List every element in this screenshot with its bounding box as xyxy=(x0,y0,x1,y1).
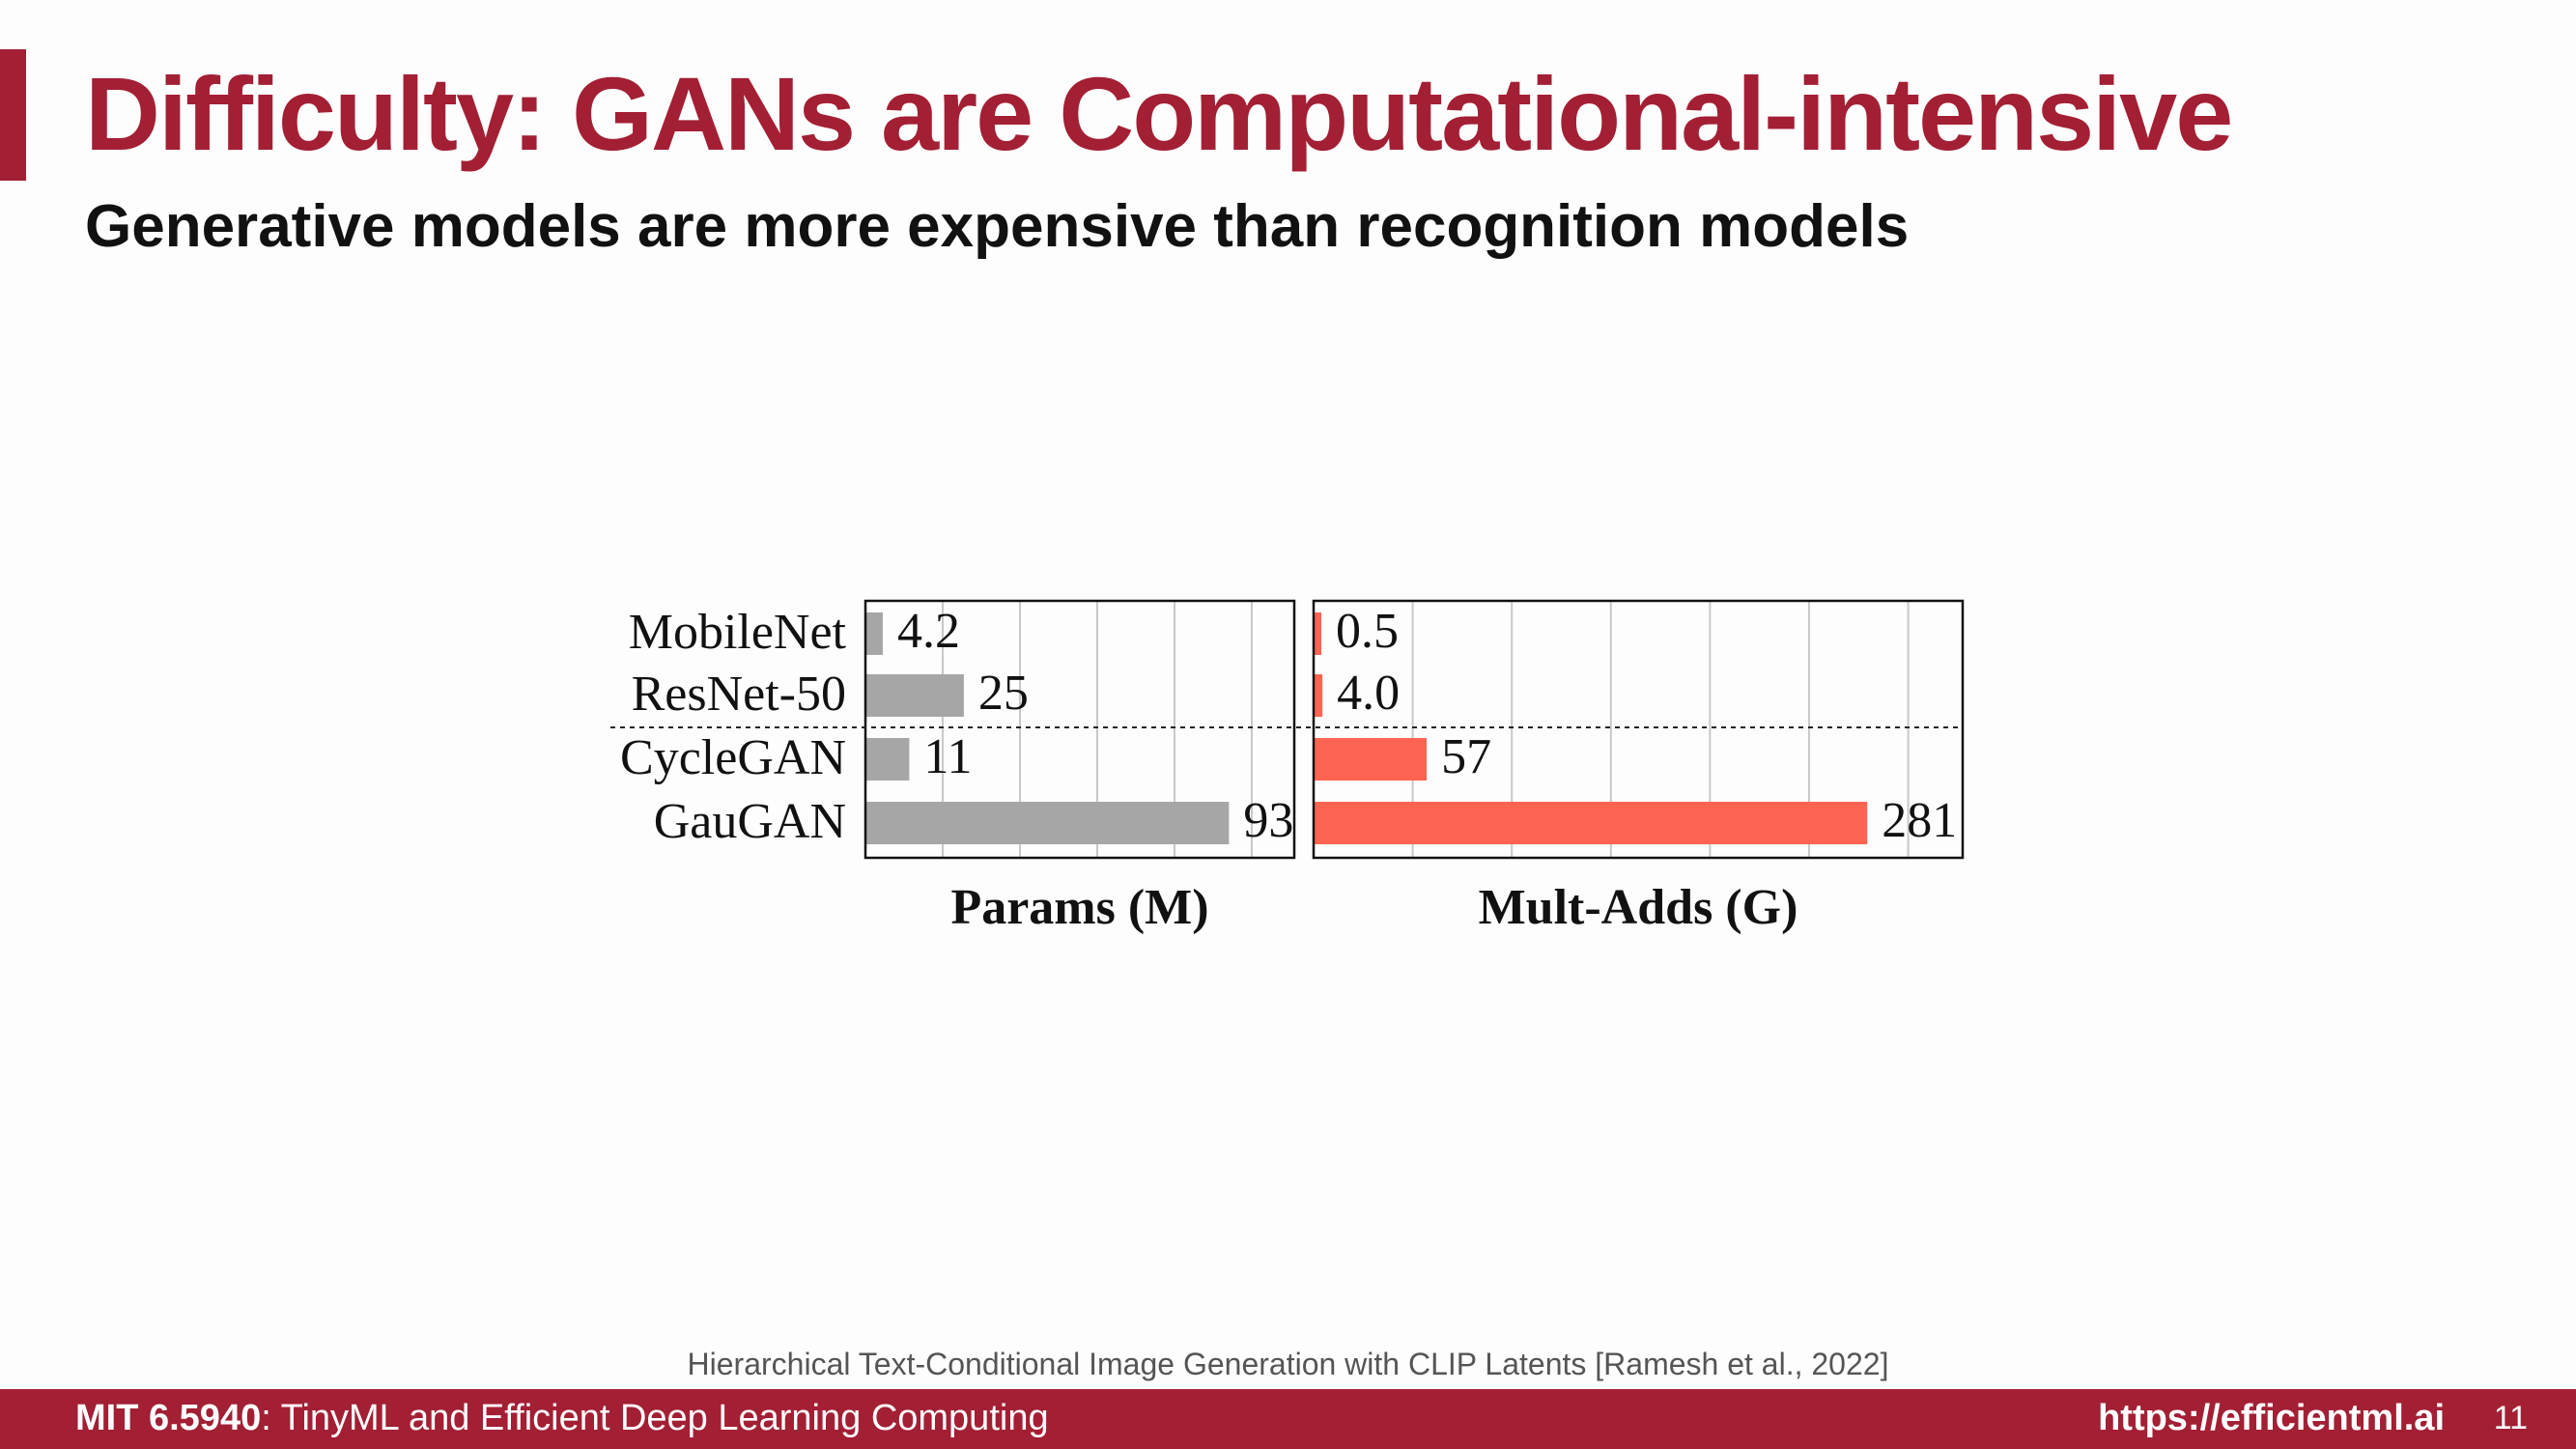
course-number: MIT 6.5940 xyxy=(75,1398,262,1438)
title-accent-bar xyxy=(0,49,26,181)
multadds-value-label-resnet-50: 4.0 xyxy=(1337,666,1400,721)
params-bar-mobilenet xyxy=(866,612,883,655)
params-bar-resnet-50 xyxy=(866,674,964,717)
multadds-value-label-cyclegan: 57 xyxy=(1441,729,1491,784)
multadds-value-label-mobilenet: 0.5 xyxy=(1336,604,1399,659)
footer-url-link[interactable]: https://efficientml.ai xyxy=(2098,1398,2445,1438)
course-title: : TinyML and Efficient Deep Learning Com… xyxy=(261,1398,1049,1438)
slide-subtitle: Generative models are more expensive tha… xyxy=(85,193,1910,260)
footer-course: MIT 6.5940: TinyML and Efficient Deep Le… xyxy=(75,1398,1049,1439)
slide-title: Difficulty: GANs are Computational-inten… xyxy=(85,55,2233,172)
params-panel-frame xyxy=(863,599,1296,860)
multadds-value-label-gaugan: 281 xyxy=(1882,793,1957,848)
params-bar-gaugan xyxy=(866,802,1230,844)
multadds-bar-gaugan xyxy=(1315,802,1868,844)
page-number: 11 xyxy=(2493,1400,2528,1436)
params-value-label-resnet-50: 25 xyxy=(978,666,1029,721)
footer-bar: MIT 6.5940: TinyML and Efficient Deep Le… xyxy=(0,1389,2576,1449)
citation: Hierarchical Text-Conditional Image Gene… xyxy=(687,1347,1889,1381)
category-label-cyclegan: CycleGAN xyxy=(620,730,846,785)
category-label-gaugan: GauGAN xyxy=(654,794,846,849)
category-label-mobilenet: MobileNet xyxy=(629,605,847,660)
params-value-label-cyclegan: 11 xyxy=(923,729,972,784)
params-value-label-gaugan: 93 xyxy=(1243,793,1293,848)
multadds-axis-label: Mult-Adds (G) xyxy=(1479,880,1798,935)
params-axis-label: Params (M) xyxy=(950,880,1208,935)
params-bar-cyclegan xyxy=(866,738,910,781)
multadds-bar-cyclegan xyxy=(1315,738,1428,781)
multadds-bar-mobilenet xyxy=(1315,612,1321,655)
params-value-label-mobilenet: 4.2 xyxy=(897,604,960,659)
multadds-bar-resnet-50 xyxy=(1315,674,1323,717)
category-label-resnet-50: ResNet-50 xyxy=(632,667,846,722)
multadds-panel-frame xyxy=(1312,599,1965,860)
